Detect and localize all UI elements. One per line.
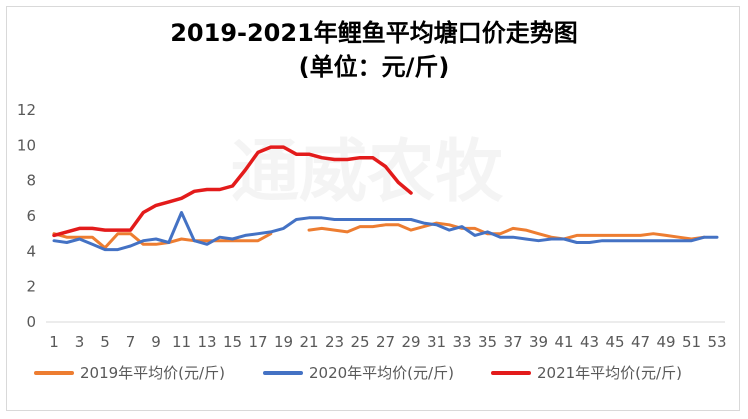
x-tick-label: 35	[478, 333, 497, 351]
x-tick-label: 3	[75, 333, 85, 351]
y-tick-label: 10	[17, 136, 36, 154]
x-tick-label: 13	[197, 333, 216, 351]
x-tick-label: 43	[580, 333, 599, 351]
x-tick-label: 25	[350, 333, 369, 351]
chart-subtitle: (单位：元/斤)	[298, 53, 450, 81]
x-tick-label: 47	[631, 333, 650, 351]
legend-label-1: 2019年平均价(元/斤)	[80, 364, 225, 382]
x-tick-label: 15	[223, 333, 242, 351]
y-tick-label: 6	[26, 207, 36, 225]
x-tick-label: 41	[554, 333, 573, 351]
y-tick-label: 8	[26, 172, 36, 190]
x-tick-label: 5	[100, 333, 110, 351]
x-tick-label: 17	[248, 333, 267, 351]
y-tick-label: 4	[26, 242, 36, 260]
series-line-3	[52, 145, 413, 238]
legend-label-3: 2021年平均价(元/斤)	[537, 364, 682, 382]
watermark: 通威农牧	[231, 133, 504, 212]
x-tick-label: 39	[529, 333, 548, 351]
x-tick-label: 21	[299, 333, 318, 351]
chart-frame	[6, 6, 740, 411]
x-tick-label: 31	[427, 333, 446, 351]
series-lines	[52, 145, 719, 252]
chart-title: 2019-2021年鲤鱼平均塘口价走势图	[170, 19, 578, 47]
x-tick-label: 7	[126, 333, 136, 351]
x-tick-label: 37	[503, 333, 522, 351]
x-tick-label: 49	[656, 333, 675, 351]
x-tick-label: 1	[49, 333, 59, 351]
y-tick-label: 2	[26, 278, 36, 296]
y-tick-label: 0	[26, 313, 36, 331]
x-tick-label: 19	[274, 333, 293, 351]
series-line-2	[52, 211, 719, 252]
x-tick-label: 51	[682, 333, 701, 351]
x-tick-label: 27	[376, 333, 395, 351]
x-tick-label: 33	[452, 333, 471, 351]
legend: 2019年平均价(元/斤) 2020年平均价(元/斤) 2021年平均价(元/斤)	[34, 364, 682, 382]
series-line-1	[52, 221, 706, 250]
x-tick-label: 45	[605, 333, 624, 351]
legend-label-2: 2020年平均价(元/斤)	[309, 364, 454, 382]
y-tick-label: 12	[17, 101, 36, 119]
x-tick-label: 9	[151, 333, 161, 351]
x-tick-label: 23	[325, 333, 344, 351]
x-tick-label: 29	[401, 333, 420, 351]
x-tick-label: 53	[707, 333, 726, 351]
x-tick-label: 11	[172, 333, 191, 351]
